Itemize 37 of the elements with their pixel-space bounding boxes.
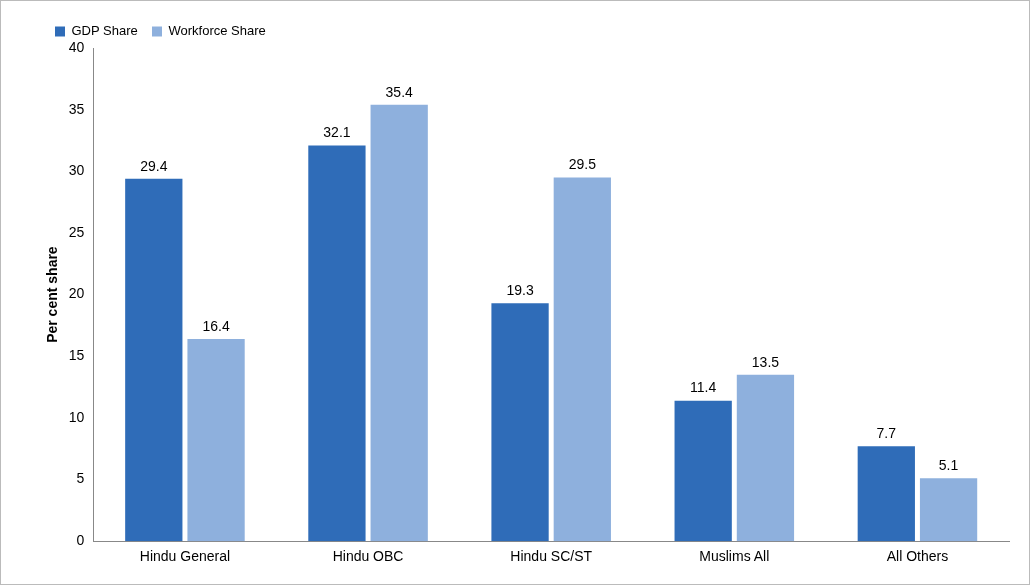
bar xyxy=(187,338,245,542)
bar xyxy=(919,478,978,542)
bar xyxy=(125,178,183,542)
x-tick-label: Hindu SC/ST xyxy=(510,548,593,565)
y-tick-label: 5 xyxy=(76,470,85,487)
y-axis-title: Per cent share xyxy=(44,246,61,343)
bar xyxy=(370,104,428,542)
y-tick-label: 0 xyxy=(76,532,85,549)
data-label: 7.7 xyxy=(876,425,897,442)
x-tick-label: Hindu General xyxy=(139,548,231,565)
y-tick-label: 40 xyxy=(68,38,85,55)
y-tick-label: 30 xyxy=(68,162,85,179)
x-tick-label: All Others xyxy=(886,548,949,565)
data-label: 19.3 xyxy=(506,282,534,299)
bar xyxy=(491,303,549,542)
data-label: 16.4 xyxy=(202,317,230,334)
x-tick-label: Hindu OBC xyxy=(332,548,404,565)
data-label: 29.5 xyxy=(568,156,597,173)
bar xyxy=(553,177,611,542)
x-tick-label: Muslims All xyxy=(699,548,770,565)
bar xyxy=(736,374,795,542)
y-tick-label: 15 xyxy=(68,347,85,364)
bar xyxy=(308,145,366,542)
y-tick-label: 10 xyxy=(68,408,85,425)
bar xyxy=(674,400,732,542)
data-label: 13.5 xyxy=(751,353,780,370)
legend-label: Workforce Share xyxy=(168,23,266,39)
bar xyxy=(857,446,915,542)
y-tick-label: 35 xyxy=(68,100,85,117)
y-tick-label: 20 xyxy=(68,285,85,302)
data-label: 5.1 xyxy=(938,457,959,474)
legend-label: GDP Share xyxy=(71,23,138,39)
data-label: 32.1 xyxy=(323,124,351,141)
data-label: 29.4 xyxy=(140,157,168,174)
data-label: 35.4 xyxy=(385,83,414,100)
y-tick-label: 25 xyxy=(68,223,85,240)
data-label: 11.4 xyxy=(690,379,717,396)
